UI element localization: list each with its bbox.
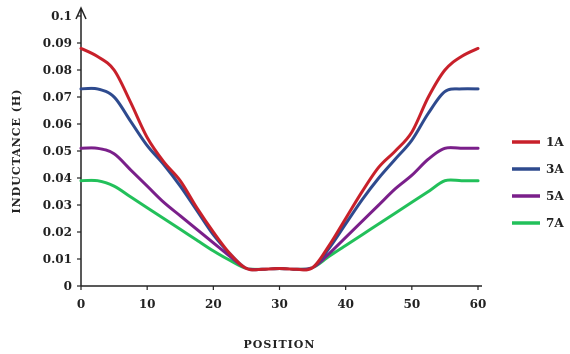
x-tick-label: 60 bbox=[470, 297, 487, 311]
series-lines bbox=[79, 46, 480, 272]
y-tick-label: 0.02 bbox=[43, 225, 72, 239]
y-tick-label: 0.07 bbox=[43, 90, 72, 104]
legend-label: 7A bbox=[546, 216, 564, 230]
y-tick-label: 0.04 bbox=[43, 171, 72, 185]
y-tick-label: 0.08 bbox=[43, 63, 72, 77]
series-line-7A bbox=[79, 178, 480, 271]
y-tick-label: 0.1 bbox=[51, 9, 72, 23]
x-tick-label: 10 bbox=[139, 297, 156, 311]
legend-label: 5A bbox=[546, 189, 564, 203]
y-tick-label: 0.09 bbox=[43, 36, 72, 50]
x-tick-label: 20 bbox=[205, 297, 222, 311]
legend: 1A 3A 5A 7A bbox=[512, 135, 564, 230]
x-tick-label: 30 bbox=[271, 297, 288, 311]
series-line-5A bbox=[79, 146, 480, 272]
x-tick-label: 50 bbox=[403, 297, 420, 311]
y-axis-arrow bbox=[75, 6, 87, 20]
legend-label: 1A bbox=[546, 135, 564, 149]
y-tick-label: 0 bbox=[64, 279, 72, 293]
x-axis-label: POSITION bbox=[244, 338, 316, 351]
axes: 0 0.01 0.02 0.03 0.04 0.05 0.06 0.07 0.08 0.09 0.1… bbox=[43, 6, 487, 311]
y-tick-label: 0.06 bbox=[43, 117, 72, 131]
y-tick-label: 0.01 bbox=[43, 252, 72, 266]
y-tick-label: 0.03 bbox=[43, 198, 72, 212]
legend-label: 3A bbox=[546, 162, 564, 176]
series-line-1A bbox=[79, 46, 480, 272]
x-tick-label: 40 bbox=[337, 297, 354, 311]
y-axis-label: INDUCTANCE (H) bbox=[10, 88, 23, 213]
y-tick-label: 0.05 bbox=[43, 144, 72, 158]
x-tick-label: 0 bbox=[77, 297, 85, 311]
